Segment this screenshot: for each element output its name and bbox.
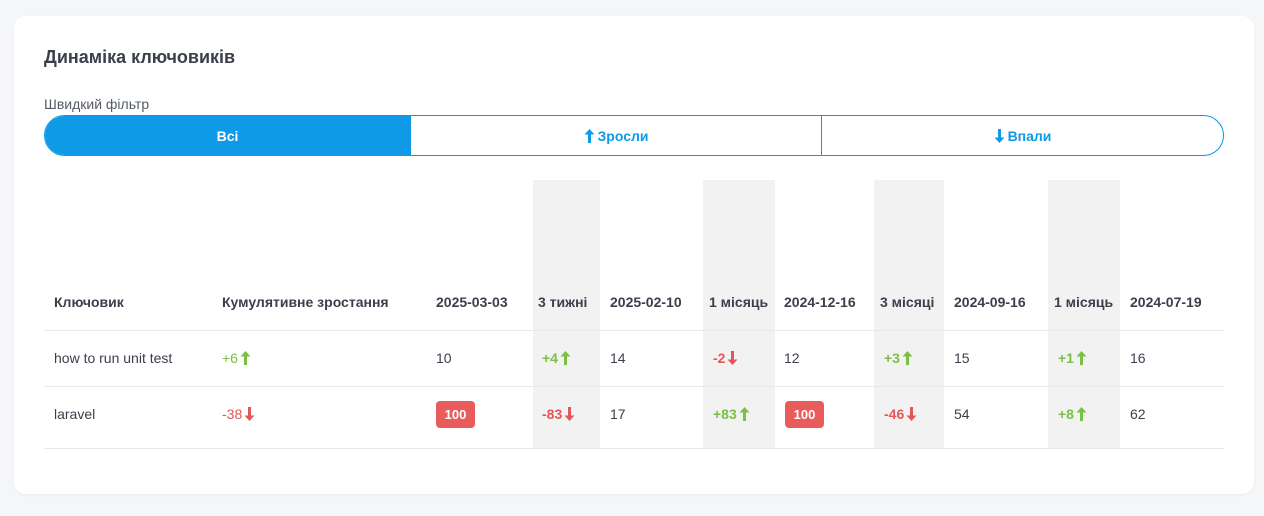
position-change: +1 xyxy=(1058,350,1087,366)
quick-filter-label: Швидкий фільтр xyxy=(44,96,150,112)
cumulative-value: -38 xyxy=(222,406,243,422)
card-title: Динаміка ключовиків xyxy=(44,47,236,67)
change-value: +8 xyxy=(1058,406,1074,422)
change-value: +4 xyxy=(542,350,558,366)
position-value: 15 xyxy=(954,350,970,366)
filter-grown-label: Зросли xyxy=(597,127,649,144)
position-value: 10 xyxy=(436,350,452,366)
position-change: -83 xyxy=(542,406,575,422)
header-date: 2024-07-19 xyxy=(1130,294,1202,310)
header-date: 2025-03-03 xyxy=(436,294,508,310)
change-value: +83 xyxy=(713,406,737,422)
filter-all-label: Всі xyxy=(216,127,239,144)
position-value: 62 xyxy=(1130,406,1146,422)
delta-column-shade xyxy=(703,180,775,448)
arrow-up-icon xyxy=(1076,407,1087,421)
position-value: 54 xyxy=(954,406,970,422)
table-row-keyword: laravel xyxy=(54,406,96,422)
change-value: -83 xyxy=(542,406,563,422)
arrow-up-icon xyxy=(902,351,913,365)
filter-dropped-button[interactable]: Впали xyxy=(821,116,1223,155)
badge-value: 100 xyxy=(436,401,475,428)
divider xyxy=(44,386,1224,387)
position-value: 16 xyxy=(1130,350,1146,366)
arrow-up-icon xyxy=(560,351,571,365)
cumulative-change: +6 xyxy=(222,350,251,366)
position-change: -2 xyxy=(713,350,738,366)
header-keyword: Ключовик xyxy=(54,294,124,310)
header-date: 2024-09-16 xyxy=(954,294,1026,310)
delta-column-shade xyxy=(1048,180,1120,448)
arrow-down-icon xyxy=(564,407,575,421)
header-date: 2025-02-10 xyxy=(610,294,682,310)
arrow-up-icon xyxy=(739,407,750,421)
arrow-down-icon xyxy=(906,407,917,421)
arrow-down-icon xyxy=(994,128,1005,143)
header-cumulative: Кумулятивне зростання xyxy=(222,294,389,310)
divider xyxy=(44,448,1224,449)
arrow-down-icon xyxy=(727,351,738,365)
keyword-dynamics-card: Динаміка ключовиків Швидкий фільтр Всі З… xyxy=(14,16,1254,494)
header-period: 3 тижні xyxy=(538,294,588,310)
delta-column-shade xyxy=(533,180,600,448)
header-date: 2024-12-16 xyxy=(784,294,856,310)
change-value: -46 xyxy=(884,406,905,422)
cumulative-change: -38 xyxy=(222,406,255,422)
arrow-up-icon xyxy=(584,128,595,143)
header-period: 3 місяці xyxy=(880,294,935,310)
position-change: +83 xyxy=(713,406,750,422)
filter-grown-button[interactable]: Зросли xyxy=(410,116,821,155)
header-period: 1 місяць xyxy=(1054,294,1114,310)
position-value: 17 xyxy=(610,406,626,422)
quick-filter-segmented-control: Всі Зросли Впали xyxy=(44,115,1224,156)
position-change: +3 xyxy=(884,350,913,366)
header-period: 1 місяць xyxy=(709,294,769,310)
change-value: +1 xyxy=(1058,350,1074,366)
divider xyxy=(44,330,1224,331)
delta-column-shade xyxy=(874,180,944,448)
cumulative-value: +6 xyxy=(222,350,238,366)
position-value: 14 xyxy=(610,350,626,366)
table-row-keyword: how to run unit test xyxy=(54,350,173,366)
position-badge: 100 xyxy=(785,401,824,428)
keyword-dynamics-table: Ключовик Кумулятивне зростання 2025-03-0… xyxy=(44,180,1224,450)
change-value: -2 xyxy=(713,350,726,366)
filter-all-button[interactable]: Всі xyxy=(45,116,410,155)
position-badge: 100 xyxy=(436,401,475,428)
position-value: 12 xyxy=(784,350,800,366)
arrow-down-icon xyxy=(244,407,255,421)
position-change: +8 xyxy=(1058,406,1087,422)
position-change: -46 xyxy=(884,406,917,422)
position-change: +4 xyxy=(542,350,571,366)
filter-dropped-label: Впали xyxy=(1007,127,1052,144)
arrow-up-icon xyxy=(240,351,251,365)
change-value: +3 xyxy=(884,350,900,366)
badge-value: 100 xyxy=(785,401,824,428)
arrow-up-icon xyxy=(1076,351,1087,365)
